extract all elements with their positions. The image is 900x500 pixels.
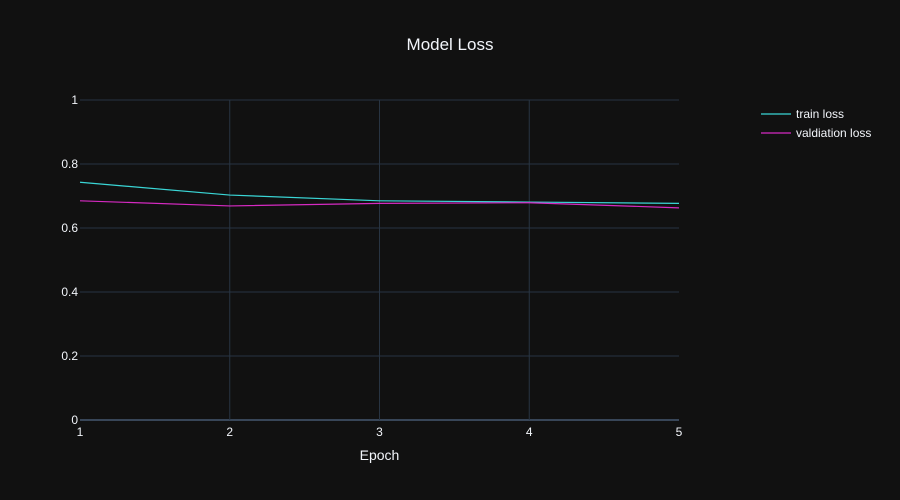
series-layer	[79, 181, 680, 209]
y-tick-label: 1	[71, 93, 78, 107]
x-tick-label: 5	[676, 425, 683, 439]
x-tick-label: 3	[376, 425, 383, 439]
legend[interactable]: train loss valdiation loss	[761, 107, 871, 140]
x-tick-label: 1	[77, 425, 84, 439]
y-tick-label: 0.6	[61, 221, 78, 235]
y-tick-label: 0.4	[61, 285, 78, 299]
legend-item-2[interactable]: valdiation loss	[761, 126, 871, 140]
grid-layer	[80, 99, 679, 421]
y-tick-label: 0	[71, 413, 78, 427]
x-axis-title: Epoch	[360, 447, 400, 463]
y-tick-label: 0.2	[61, 349, 78, 363]
legend-label: train loss	[796, 107, 844, 121]
legend-item-1[interactable]: train loss	[761, 107, 844, 121]
axis-layer: 0 0.2 0.4 0.6 0.8 1 1 2 3 4 5	[61, 93, 682, 439]
y-tick-label: 0.8	[61, 157, 78, 171]
legend-label: valdiation loss	[796, 126, 871, 140]
x-tick-label: 4	[526, 425, 533, 439]
chart-title: Model Loss	[407, 35, 494, 54]
x-tick-label: 2	[226, 425, 233, 439]
